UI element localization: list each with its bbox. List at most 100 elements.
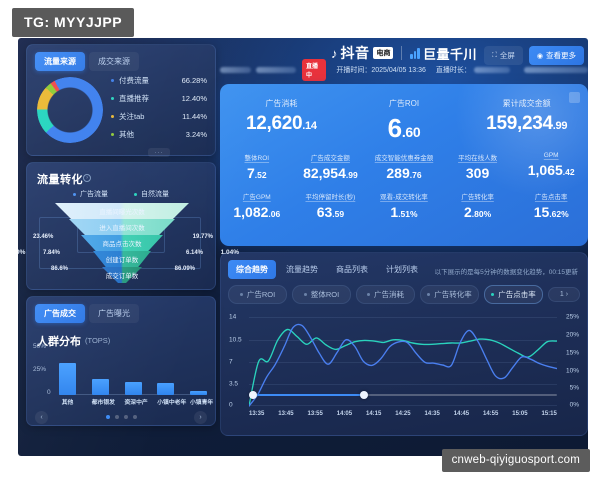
tab-ad-exposure[interactable]: 广告曝光 — [89, 304, 139, 323]
funnel-stage-label: 创建订单数 — [105, 257, 139, 264]
kpi-dec: .06 — [268, 209, 281, 219]
tab-traffic-trend[interactable]: 流量趋势 — [286, 265, 318, 274]
kpi-value: 6.60 — [343, 113, 466, 144]
page-dot[interactable] — [114, 415, 119, 419]
legend-color-dot — [111, 133, 114, 136]
chip-dot — [367, 293, 370, 296]
kpi-dec: .76 — [409, 170, 422, 180]
bar[interactable] — [124, 382, 142, 395]
y-axis-tick: 25% — [33, 366, 47, 373]
tab-deal-source[interactable]: 成交来源 — [89, 52, 139, 71]
funnel-rate-left: 86.6% — [51, 266, 69, 272]
crowd-distribution-card: 广告成交 广告曝光 人群分布 (TOPS) 50% 25% 0 — [26, 296, 216, 426]
y-axis-tick: 0 — [229, 401, 233, 409]
y-axis-tick: 7 — [229, 358, 233, 366]
chip-ad-ctr[interactable]: 广告点击率 — [484, 285, 543, 304]
slider-handle-right[interactable] — [359, 391, 368, 399]
save-icon[interactable] — [569, 92, 580, 103]
duration-label: 直播时长： — [435, 67, 471, 74]
legend-label: 自然流量 — [141, 191, 169, 198]
kpi-int: 2 — [463, 204, 472, 220]
legend-value: 12.40% — [181, 94, 207, 103]
chip-overall-roi[interactable]: 整体ROI — [292, 285, 351, 304]
kpi-label: 平均停留时长(秒) — [305, 194, 356, 201]
bar[interactable] — [91, 379, 109, 395]
chart-range-slider[interactable] — [249, 391, 557, 399]
legend-color-dot — [73, 192, 76, 196]
legend-label: 付费流量 — [119, 76, 149, 85]
trend-svg — [249, 323, 557, 407]
tab-product-list[interactable]: 商品列表 — [336, 265, 368, 274]
view-more-button[interactable]: ◉ 查看更多 — [528, 46, 584, 65]
kpi-label: 广告成交金额 — [310, 155, 350, 162]
tab-traffic-source[interactable]: 流量来源 — [35, 52, 85, 71]
funnel-stage-label: 直播间曝光次数 — [99, 209, 145, 216]
kpi-int: 6 — [387, 113, 402, 143]
fullscreen-button[interactable]: ⛶ 全屏 — [483, 46, 523, 65]
tg-watermark: TG: MYYJJPP — [12, 8, 135, 37]
slider-track — [249, 394, 557, 396]
qianchuan-label: 巨量千川 — [422, 46, 477, 62]
funnel-band — [69, 219, 175, 235]
legend-color-dot — [111, 79, 114, 82]
tab-comprehensive-trend[interactable]: 综合趋势 — [228, 260, 276, 279]
x-axis-label: 都市银发 — [91, 400, 115, 406]
legend-item: 自然流量 — [134, 189, 169, 199]
legend-value: 3.24% — [185, 130, 207, 139]
funnel-rate-right: 6.14% — [185, 250, 203, 256]
funnel-stage-label: 成交订单数 — [105, 273, 139, 280]
info-icon[interactable]: ? — [83, 174, 91, 182]
bar-group — [59, 349, 207, 395]
bar[interactable] — [59, 363, 76, 395]
kpi-int: 63 — [316, 204, 333, 220]
left-column: 流量来源 成交来源 付费流量 66.28% 直播推荐 12.40% — [18, 44, 239, 426]
kpi-int: 1,065 — [527, 162, 563, 178]
page-dot[interactable] — [105, 415, 110, 419]
x-axis-label: 小镇中老年 — [157, 400, 187, 406]
kpi-value: 2.80% — [441, 204, 515, 222]
x-tick: 14:55 — [483, 411, 499, 417]
kpi-item: 成交智能优惠券金额 289.76 — [367, 152, 441, 183]
chip-label: 广告消耗 — [374, 290, 404, 299]
chip-pager[interactable]: 1 › — [548, 287, 580, 302]
x-tick: 15:05 — [512, 411, 528, 417]
bar[interactable] — [190, 391, 207, 395]
kpi-label: 整体ROI — [244, 155, 270, 162]
trend-tabs: 综合趋势 流量趋势 商品列表 计划列表 — [221, 253, 587, 279]
x-tick: 15:15 — [541, 411, 557, 417]
page-dots — [105, 415, 137, 419]
legend-more-button[interactable]: ··· — [148, 148, 170, 157]
next-page-icon[interactable]: › — [194, 410, 207, 424]
legend-item: 关注tab 11.44% — [111, 111, 207, 122]
chip-dot — [239, 293, 243, 296]
page-dot[interactable] — [132, 415, 137, 419]
crowd-categories: 其他 都市银发 资深中产 小镇中老年 小镇青年 — [59, 397, 214, 406]
slider-handle-left[interactable] — [249, 391, 257, 399]
traffic-source-tabs: 流量来源 成交来源 — [27, 45, 215, 73]
chip-label: 广告ROI — [246, 290, 276, 299]
kpi-dec: .62% — [549, 209, 569, 219]
anchor-name — [255, 67, 296, 73]
prev-page-icon[interactable]: ‹ — [35, 410, 48, 424]
chip-ad-roi[interactable]: 广告ROI — [228, 285, 287, 304]
kpi-total-gmv: 累计成交金额 159,234.99 — [465, 98, 588, 144]
funnel-rate-left: 7.84% — [43, 250, 61, 256]
view-more-label: 查看更多 — [546, 51, 576, 60]
tab-ad-deal[interactable]: 广告成交 — [35, 304, 85, 323]
page-dot[interactable] — [123, 415, 128, 419]
live-info-bar: 直播中 开播时间：2025/04/05 13:36 直播时长： — [220, 59, 588, 81]
kpi-value: 309 — [441, 165, 515, 183]
kpi-item: 广告成交金额 82,954.99 — [294, 152, 368, 183]
chip-label: 整体ROI — [310, 290, 340, 299]
brand-bar: ♪ 抖音 电商 巨量千川 — [220, 43, 588, 63]
tab-plan-list[interactable]: 计划列表 — [386, 265, 418, 274]
y-axis-tick: 14 — [229, 313, 237, 321]
bar[interactable] — [157, 383, 175, 395]
x-tick: 14:15 — [366, 411, 382, 417]
chip-ad-spend[interactable]: 广告消耗 — [356, 285, 415, 304]
kpi-ad-roi: 广告ROI 6.60 — [343, 98, 466, 144]
kpi-item: 观看-成交转化率 1.51% — [367, 191, 441, 222]
crowd-title: 人群分布 — [37, 336, 81, 348]
chip-ad-conversion-rate[interactable]: 广告转化率 — [420, 285, 479, 304]
eye-icon: ◉ — [536, 52, 543, 60]
